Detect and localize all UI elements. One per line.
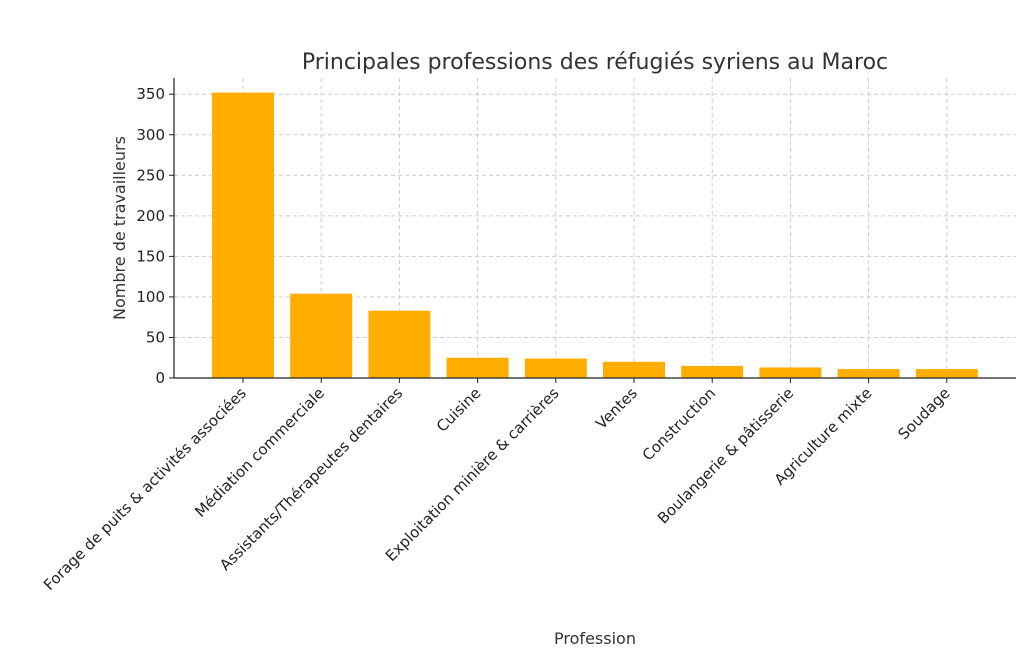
x-axis-label: Profession [554,629,636,648]
y-tick-label: 100 [136,288,165,306]
y-tick-label: 250 [136,166,165,184]
y-tick-label: 200 [136,207,165,225]
y-tick-label: 350 [136,85,165,103]
x-tick-label: Médiation commerciale [191,384,328,521]
bar [837,369,900,378]
y-tick-label: 300 [136,126,165,144]
y-tick-label: 50 [146,328,165,346]
x-tick-label: Cuisine [433,384,485,436]
x-ticks: Forage de puits & activités associéesMéd… [40,378,954,594]
y-tick-label: 150 [136,247,165,265]
x-tick-label: Ventes [592,384,641,433]
bar [368,310,431,378]
bar [681,365,744,378]
x-tick-label: Construction [639,384,719,464]
x-tick-label: Soudage [894,384,953,443]
bar [212,92,274,378]
y-tick-label: 0 [155,369,165,387]
bar [290,293,353,378]
x-tick-label: Exploitation minière & carrières [382,384,563,565]
chart-title: Principales professions des réfugiés syr… [302,50,888,75]
bar [524,358,587,378]
bars [212,92,978,378]
y-ticks: 0 50 100 150 200 250 300 350 [136,85,174,387]
grid [174,78,1016,378]
bar [446,357,509,378]
bar [915,369,978,378]
axes [173,78,1016,379]
bar [603,361,665,378]
bar [759,367,822,378]
y-axis-label: Nombre de travailleurs [110,136,129,320]
x-tick-label: Boulangerie & pâtisserie [654,384,797,527]
